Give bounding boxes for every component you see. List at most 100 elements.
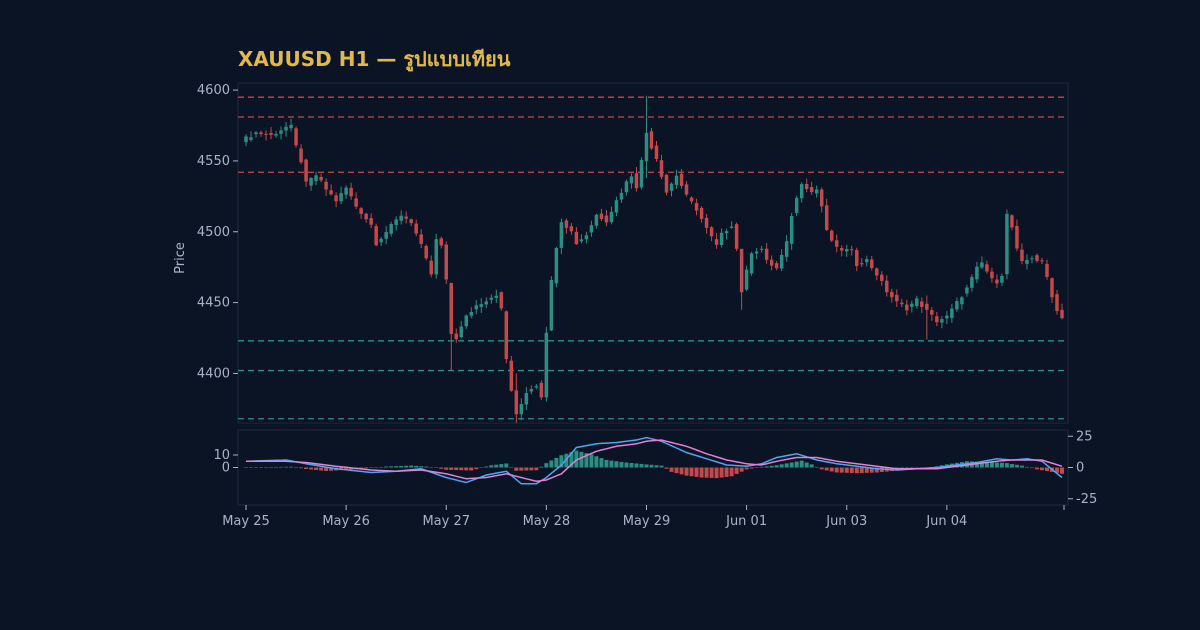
candle-body <box>594 214 599 226</box>
candle-body <box>579 239 584 242</box>
macd-histogram-bar <box>324 467 329 471</box>
candle-body <box>539 382 544 398</box>
macd-histogram-bar <box>459 467 464 471</box>
candle-body <box>860 263 864 265</box>
candle-body <box>634 173 639 189</box>
price-tick-label: 4450 <box>197 296 230 311</box>
candle-body <box>264 133 268 135</box>
candle-body <box>584 235 589 240</box>
macd-histogram-bar <box>304 467 309 469</box>
macd-histogram-bar <box>564 453 569 468</box>
candle-body <box>249 137 253 140</box>
macd-histogram-bar <box>994 462 999 468</box>
macd-histogram-bar <box>604 460 609 468</box>
macd-histogram-bar <box>364 467 369 469</box>
candle-body <box>1025 259 1029 264</box>
macd-histogram-bar <box>624 462 629 468</box>
candle-body <box>975 266 979 280</box>
candle-body <box>299 148 303 163</box>
candle-body <box>759 248 764 250</box>
macd-histogram-bar <box>784 463 789 468</box>
macd-histogram-bar <box>499 464 504 468</box>
candle-body <box>880 274 884 281</box>
candle-body <box>439 238 443 246</box>
candle-body <box>304 159 308 182</box>
macd-histogram-bar <box>859 467 864 473</box>
candle-body <box>689 197 694 202</box>
candle-body <box>639 159 644 188</box>
macd-histogram-bar <box>844 467 849 473</box>
candle-body <box>374 226 378 246</box>
macd-left-tick-label: 10 <box>213 448 230 463</box>
macd-histogram-bar <box>259 467 264 468</box>
macd-histogram-bar <box>754 467 759 468</box>
macd-histogram-bar <box>269 467 274 468</box>
price-tick-label: 4600 <box>197 83 230 98</box>
macd-histogram-bar <box>854 467 859 474</box>
candle-body <box>779 254 784 269</box>
macd-histogram-bar <box>724 467 729 477</box>
candle-body <box>764 248 769 260</box>
candle-body <box>734 224 739 249</box>
macd-histogram-bar <box>394 466 399 468</box>
macd-histogram-bar <box>574 450 579 468</box>
macd-histogram-bar <box>614 461 619 468</box>
candle-body <box>464 315 469 327</box>
candle-body <box>714 239 719 245</box>
x-tick-label: May 25 <box>222 514 270 529</box>
candle-body <box>324 181 328 190</box>
candle-body <box>424 245 428 259</box>
macd-histogram-bar <box>389 466 394 468</box>
macd-histogram-bar <box>619 461 624 468</box>
macd-histogram-bar <box>444 467 449 470</box>
candle-body <box>824 205 829 230</box>
macd-histogram-bar <box>489 465 494 468</box>
candle-body <box>564 220 569 228</box>
macd-histogram-bar <box>1029 467 1034 469</box>
macd-left-y-ticks: 010 <box>213 448 238 476</box>
macd-histogram-bar <box>429 467 434 468</box>
macd-histogram-bar <box>514 467 519 471</box>
candle-body <box>504 311 509 360</box>
candle-body <box>279 130 283 134</box>
macd-histogram-bar <box>434 467 439 468</box>
candle-body <box>1050 278 1054 298</box>
candle-body <box>534 386 539 388</box>
candle-body <box>1020 249 1024 262</box>
macd-histogram-bar <box>789 462 794 468</box>
candle-body <box>719 232 724 245</box>
macd-histogram-bar <box>384 466 389 468</box>
macd-histogram-bar <box>644 464 649 468</box>
candle-body <box>1030 258 1034 260</box>
macd-histogram-bar <box>1004 463 1009 468</box>
candle-body <box>559 222 564 248</box>
macd-histogram-bar <box>404 465 409 468</box>
candle-body <box>649 131 654 149</box>
candle-body <box>885 280 889 293</box>
macd-histogram-bar <box>449 467 454 470</box>
macd-histogram-bar <box>1014 464 1019 468</box>
macd-left-tick-label: 0 <box>222 461 230 476</box>
candle-body <box>339 193 343 202</box>
candle-body <box>950 308 954 319</box>
candle-body <box>664 174 669 193</box>
candle-body <box>244 136 248 143</box>
x-tick-label: Jun 04 <box>925 514 967 529</box>
macd-histogram-bar <box>829 467 834 472</box>
macd-histogram-bar <box>254 467 259 468</box>
candle-body <box>684 184 689 195</box>
macd-histogram-bar <box>284 466 289 468</box>
candle-body <box>274 134 278 136</box>
candle-body <box>289 124 293 129</box>
macd-histogram-bar <box>509 467 514 468</box>
x-tick-label: May 26 <box>322 514 370 529</box>
candle-body <box>499 292 504 309</box>
x-tick-label: May 28 <box>523 514 571 529</box>
macd-histogram-bar <box>399 465 404 468</box>
macd-histogram-bar <box>684 467 689 476</box>
macd-histogram-bar <box>1055 467 1059 473</box>
chart-title: XAUUSD H1 — รูปแบบเทียน <box>238 47 511 73</box>
macd-histogram-bar <box>794 461 799 468</box>
macd-histogram-bar <box>264 467 269 468</box>
